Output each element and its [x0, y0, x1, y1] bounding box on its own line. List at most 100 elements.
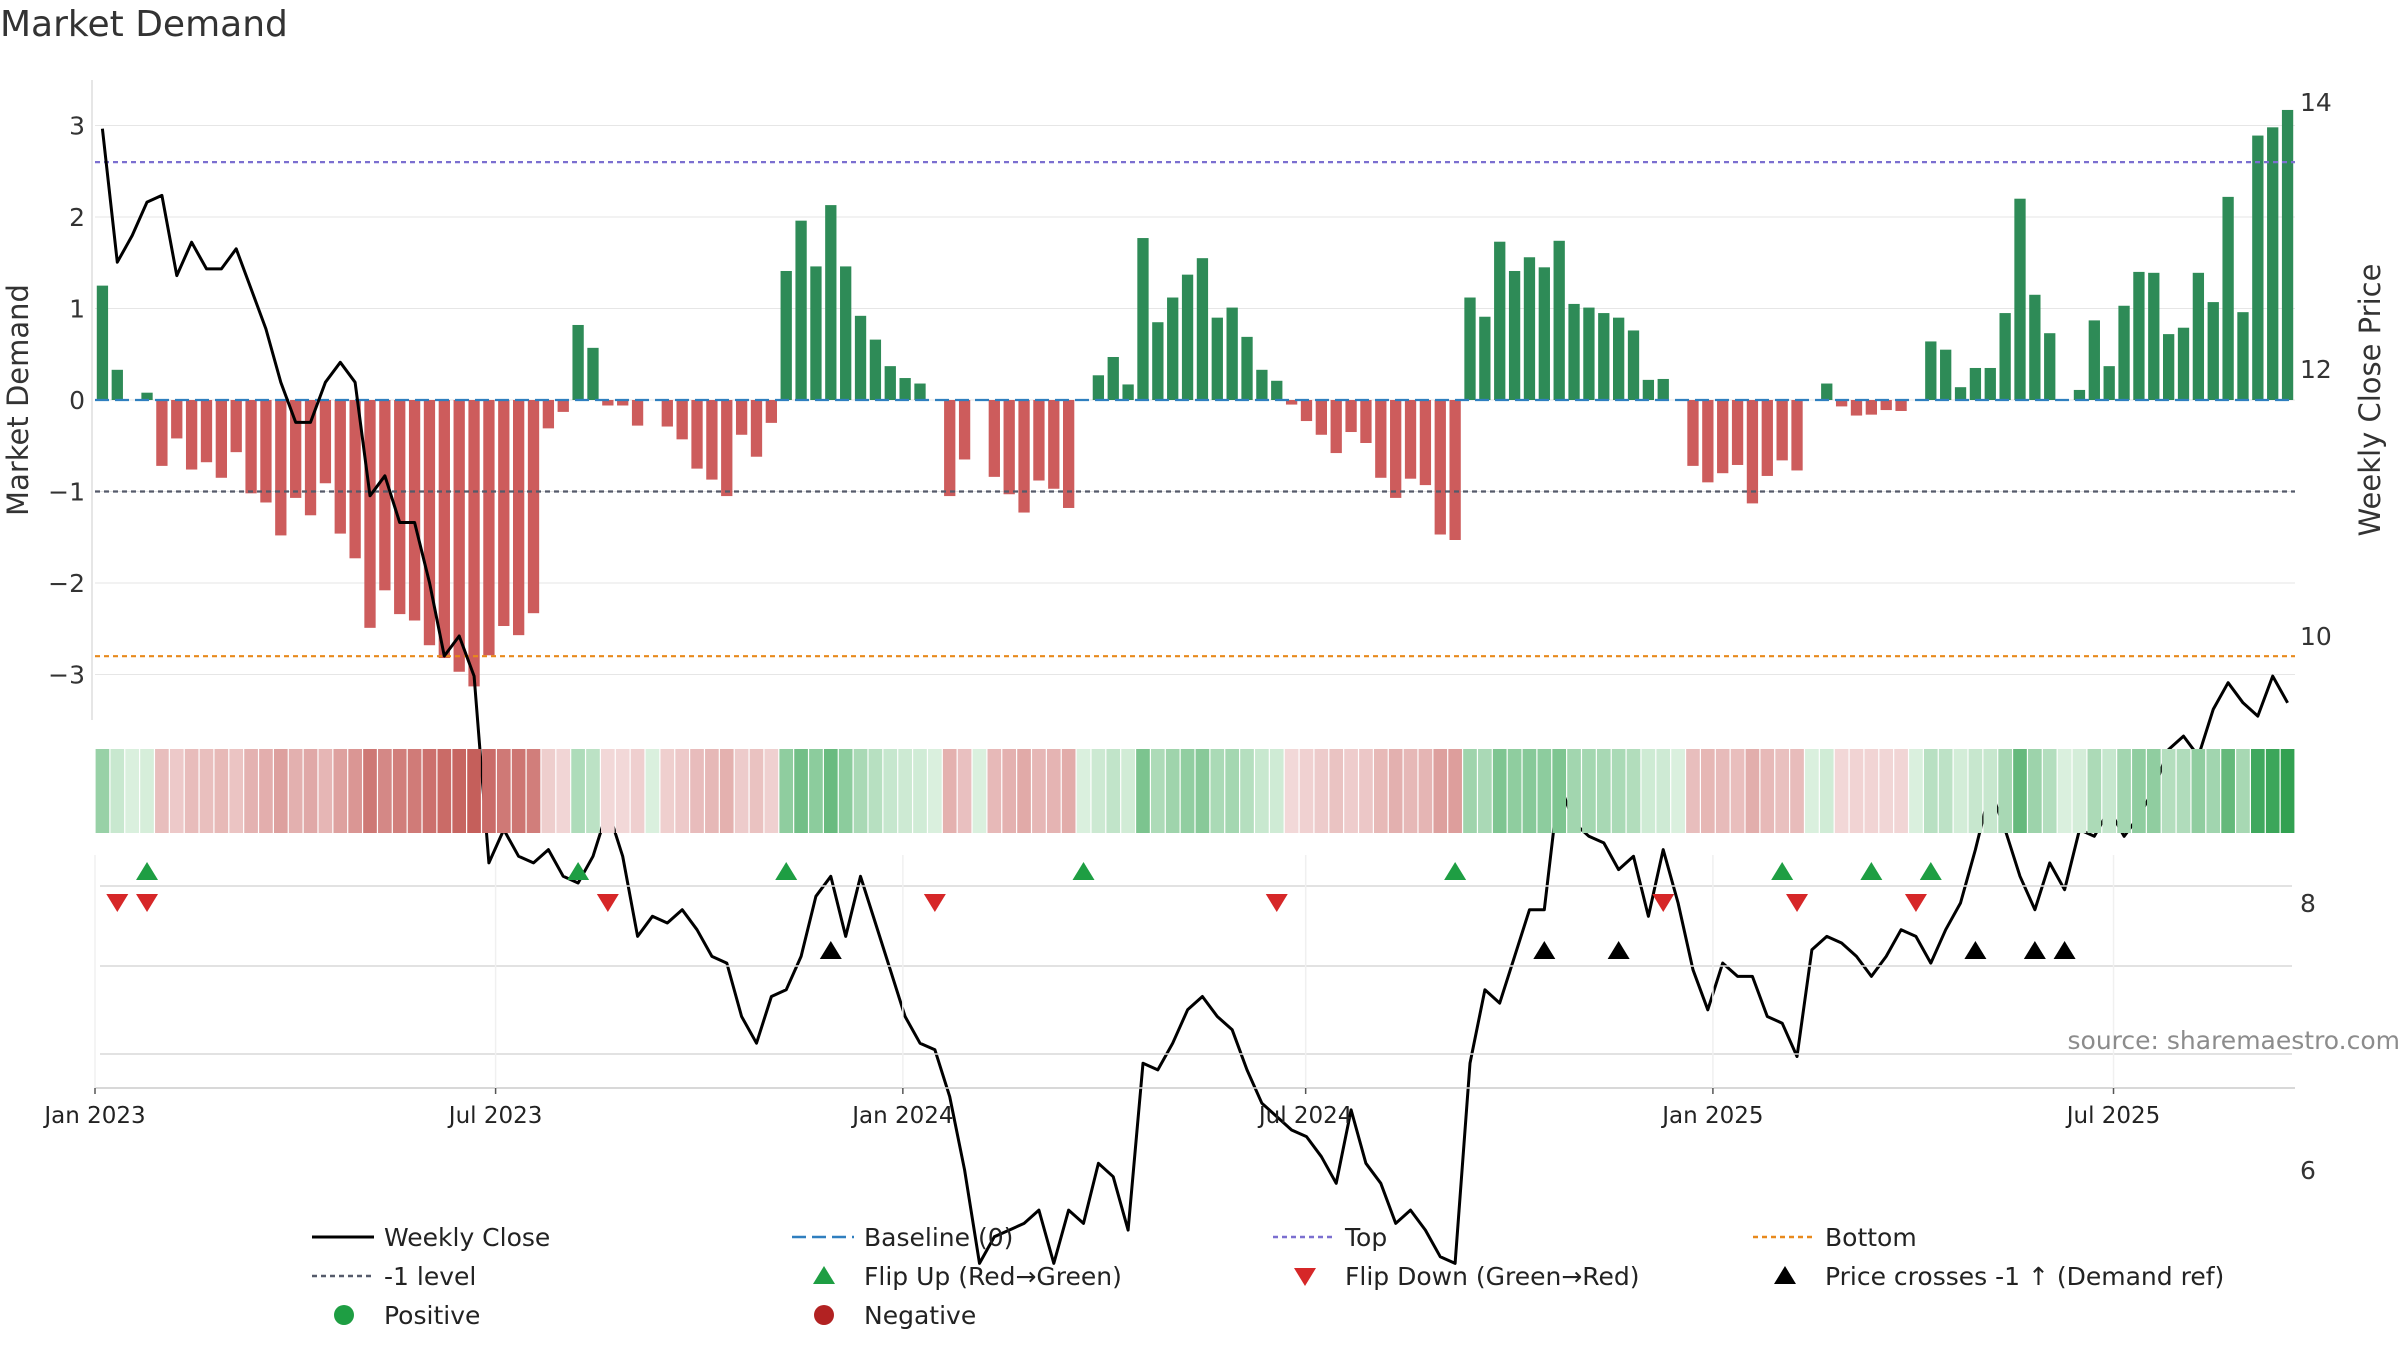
demand-bar: [2148, 272, 2160, 400]
heat-cell: [615, 749, 630, 833]
demand-bar: [2207, 302, 2219, 400]
demand-bar: [245, 400, 257, 494]
legend-item: Top: [1273, 1223, 1387, 1252]
demand-bar: [96, 285, 109, 400]
heat-cell: [1745, 749, 1760, 833]
x-tick-label: Jan 2024: [850, 1103, 953, 1129]
demand-bar: [453, 400, 465, 672]
x-tick-label: Jul 2024: [1257, 1103, 1353, 1129]
demand-bar: [1642, 379, 1655, 400]
heat-cell: [942, 749, 957, 833]
demand-bar: [1969, 367, 1982, 400]
heat-cell: [2117, 749, 2131, 833]
heat-cell: [482, 749, 496, 833]
demand-bar: [854, 315, 867, 400]
heat-cell: [2280, 749, 2295, 833]
demand-bar: [1048, 400, 1060, 489]
heat-cell: [809, 749, 823, 833]
demand-bar: [1003, 400, 1015, 495]
heat-cell: [244, 749, 258, 833]
heat-cell: [1165, 749, 1180, 833]
demand-bar: [721, 400, 733, 497]
demand-bar: [1271, 380, 1283, 400]
heat-cell: [1448, 749, 1462, 833]
demand-bar: [1360, 400, 1372, 444]
demand-bar: [2252, 135, 2264, 400]
heat-cell: [823, 749, 838, 833]
heat-cell: [2102, 749, 2117, 833]
demand-bar: [1315, 400, 1327, 435]
flip-down-marker: [136, 894, 159, 912]
heat-cell: [1701, 749, 1715, 833]
heat-cell: [1463, 749, 1477, 833]
heat-cell: [184, 749, 199, 833]
demand-bar: [1583, 307, 1595, 400]
flip-up-marker: [1860, 862, 1883, 880]
demand-bar: [200, 400, 213, 463]
heat-cell: [2161, 749, 2176, 833]
heat-cell: [1507, 749, 1522, 833]
heat-cell: [363, 749, 377, 833]
demand-bar: [304, 400, 317, 516]
demand-bar: [1687, 400, 1699, 466]
heat-cell: [2013, 749, 2027, 833]
heat-cell: [2236, 749, 2250, 833]
demand-bar: [349, 400, 361, 559]
demand-bar: [2029, 294, 2041, 400]
event-panels: [94, 855, 2295, 1089]
heat-cell: [1091, 749, 1106, 833]
heat-cell: [601, 749, 615, 833]
demand-bar: [1538, 267, 1550, 400]
heat-cell: [2176, 749, 2191, 833]
heat-cell: [2057, 749, 2072, 833]
heat-cell: [1284, 749, 1299, 833]
heat-cell: [1611, 749, 1626, 833]
heat-cell: [1017, 749, 1031, 833]
heat-cell: [2191, 749, 2206, 833]
demand-bar: [1835, 400, 1848, 407]
heat-cell: [1299, 749, 1314, 833]
heat-cell: [1076, 749, 1091, 833]
price-cross-marker: [1607, 941, 1630, 959]
demand-bar: [1761, 400, 1773, 476]
heat-cell: [169, 749, 184, 833]
heat-cell: [630, 749, 645, 833]
y-tick-label: −3: [48, 661, 85, 690]
legend-swatch: [334, 1305, 354, 1325]
flip-up-marker: [1919, 862, 1942, 880]
demand-bar: [364, 400, 376, 628]
legend-label: Negative: [864, 1301, 976, 1330]
demand-bar: [423, 400, 436, 646]
demand-bar: [765, 400, 777, 423]
legend-item: Price crosses -1 ↑ (Demand ref): [1774, 1262, 2224, 1291]
heat-cell: [1255, 749, 1269, 833]
demand-bar: [1033, 400, 1045, 481]
heat-cell: [452, 749, 467, 833]
demand-bar: [290, 400, 302, 498]
demand-bar: [1167, 297, 1179, 400]
heat-cell: [749, 749, 764, 833]
heat-cell: [1626, 749, 1641, 833]
heat-cell: [1760, 749, 1775, 833]
heat-cell: [2265, 749, 2280, 833]
heat-cell: [155, 749, 169, 833]
heat-cell: [2206, 749, 2221, 833]
legend-swatch: [1294, 1268, 1316, 1286]
heat-cell: [586, 749, 600, 833]
legend-item: Flip Down (Green→Red): [1294, 1262, 1640, 1291]
demand-bar: [1479, 316, 1491, 400]
weekly-close-series: [100, 128, 2289, 1265]
demand-bar: [2192, 272, 2205, 400]
demand-bar: [572, 324, 584, 400]
heat-cell: [2251, 749, 2265, 833]
heat-cell: [1195, 749, 1210, 833]
heat-cell: [1373, 749, 1388, 833]
heat-cell: [1046, 749, 1061, 833]
demand-bar: [1063, 400, 1075, 508]
heat-cell: [392, 749, 407, 833]
legend-label: Weekly Close: [384, 1223, 550, 1252]
heat-cell: [1418, 749, 1433, 833]
demand-bar: [2118, 305, 2130, 400]
heat-cell: [1136, 749, 1150, 833]
price-cross-marker: [1964, 941, 1987, 959]
